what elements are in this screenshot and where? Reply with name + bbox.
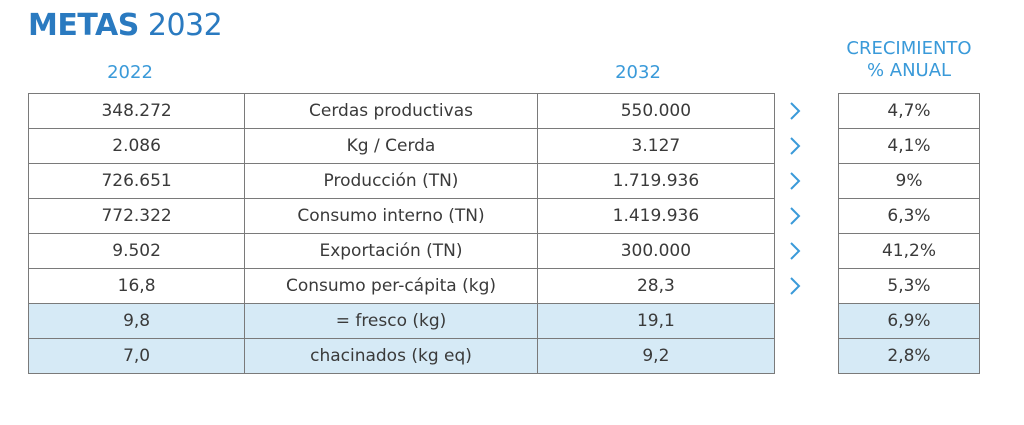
value-2022-cell: 16,8 <box>27 268 246 304</box>
label-cell: = fresco (kg) <box>244 303 538 339</box>
title-bold: METAS <box>28 8 139 43</box>
growth-row: 4,1% <box>838 128 980 164</box>
table-row: 9,8 = fresco (kg) 19,1 <box>27 303 776 339</box>
value-2032-cell: 3.127 <box>536 128 776 164</box>
value-2032-cell: 9,2 <box>536 338 776 374</box>
header-growth-line1: CRECIMIENTO <box>846 38 972 59</box>
growth-row: 5,3% <box>838 268 980 304</box>
value-2032-cell: 1.419.936 <box>536 198 776 234</box>
arrow-spacer <box>780 303 810 338</box>
value-2022-cell: 9.502 <box>27 233 246 269</box>
growth-row: 41,2% <box>838 233 980 269</box>
table-row: 7,0 chacinados (kg eq) 9,2 <box>27 338 776 374</box>
table-row: 9.502 Exportación (TN) 300.000 <box>27 233 776 269</box>
chevron-right-icon <box>780 198 810 233</box>
growth-cell: 6,9% <box>838 303 980 339</box>
chevron-right-icon <box>780 233 810 268</box>
arrow-column <box>780 93 810 373</box>
chevron-right-icon <box>780 268 810 303</box>
growth-row: 2,8% <box>838 338 980 374</box>
growth-cell: 2,8% <box>838 338 980 374</box>
arrow-spacer <box>780 338 810 373</box>
title-year: 2032 <box>147 8 223 43</box>
table-row: 348.272 Cerdas productivas 550.000 <box>27 93 776 129</box>
table-row: 726.651 Producción (TN) 1.719.936 <box>27 163 776 199</box>
label-cell: Producción (TN) <box>244 163 538 199</box>
growth-cell: 4,7% <box>838 93 980 129</box>
growth-cell: 6,3% <box>838 198 980 234</box>
growth-cell: 9% <box>838 163 980 199</box>
value-2032-cell: 1.719.936 <box>536 163 776 199</box>
label-cell: Consumo interno (TN) <box>244 198 538 234</box>
header-2022: 2022 <box>107 62 153 83</box>
value-2022-cell: 772.322 <box>27 198 246 234</box>
growth-cell: 5,3% <box>838 268 980 304</box>
value-2022-cell: 348.272 <box>27 93 246 129</box>
growth-row: 6,3% <box>838 198 980 234</box>
chevron-right-icon <box>780 128 810 163</box>
growth-row: 6,9% <box>838 303 980 339</box>
header-growth: CRECIMIENTO % ANUAL <box>836 38 982 82</box>
chevron-right-icon <box>780 93 810 128</box>
value-2022-cell: 726.651 <box>27 163 246 199</box>
value-2032-cell: 19,1 <box>536 303 776 339</box>
growth-row: 4,7% <box>838 93 980 129</box>
value-2032-cell: 300.000 <box>536 233 776 269</box>
table-row: 2.086 Kg / Cerda 3.127 <box>27 128 776 164</box>
page-title: METAS 2032 <box>28 6 223 46</box>
growth-cell: 4,1% <box>838 128 980 164</box>
label-cell: Consumo per-cápita (kg) <box>244 268 538 304</box>
label-cell: Cerdas productivas <box>244 93 538 129</box>
value-2022-cell: 2.086 <box>27 128 246 164</box>
chevron-right-icon <box>780 163 810 198</box>
growth-cell: 41,2% <box>838 233 980 269</box>
value-2032-cell: 550.000 <box>536 93 776 129</box>
label-cell: chacinados (kg eq) <box>244 338 538 374</box>
goals-table: 348.272 Cerdas productivas 550.000 2.086 Kg … <box>27 93 776 374</box>
value-2022-cell: 9,8 <box>27 303 246 339</box>
table-row: 16,8 Consumo per-cápita (kg) 28,3 <box>27 268 776 304</box>
growth-row: 9% <box>838 163 980 199</box>
header-growth-line2: % ANUAL <box>866 60 952 81</box>
label-cell: Kg / Cerda <box>244 128 538 164</box>
table-row: 772.322 Consumo interno (TN) 1.419.936 <box>27 198 776 234</box>
value-2022-cell: 7,0 <box>27 338 246 374</box>
header-2032: 2032 <box>615 62 661 83</box>
value-2032-cell: 28,3 <box>536 268 776 304</box>
label-cell: Exportación (TN) <box>244 233 538 269</box>
growth-table: 4,7% 4,1% 9% 6,3% 41,2% 5,3% 6,9% 2,8% <box>838 93 980 374</box>
